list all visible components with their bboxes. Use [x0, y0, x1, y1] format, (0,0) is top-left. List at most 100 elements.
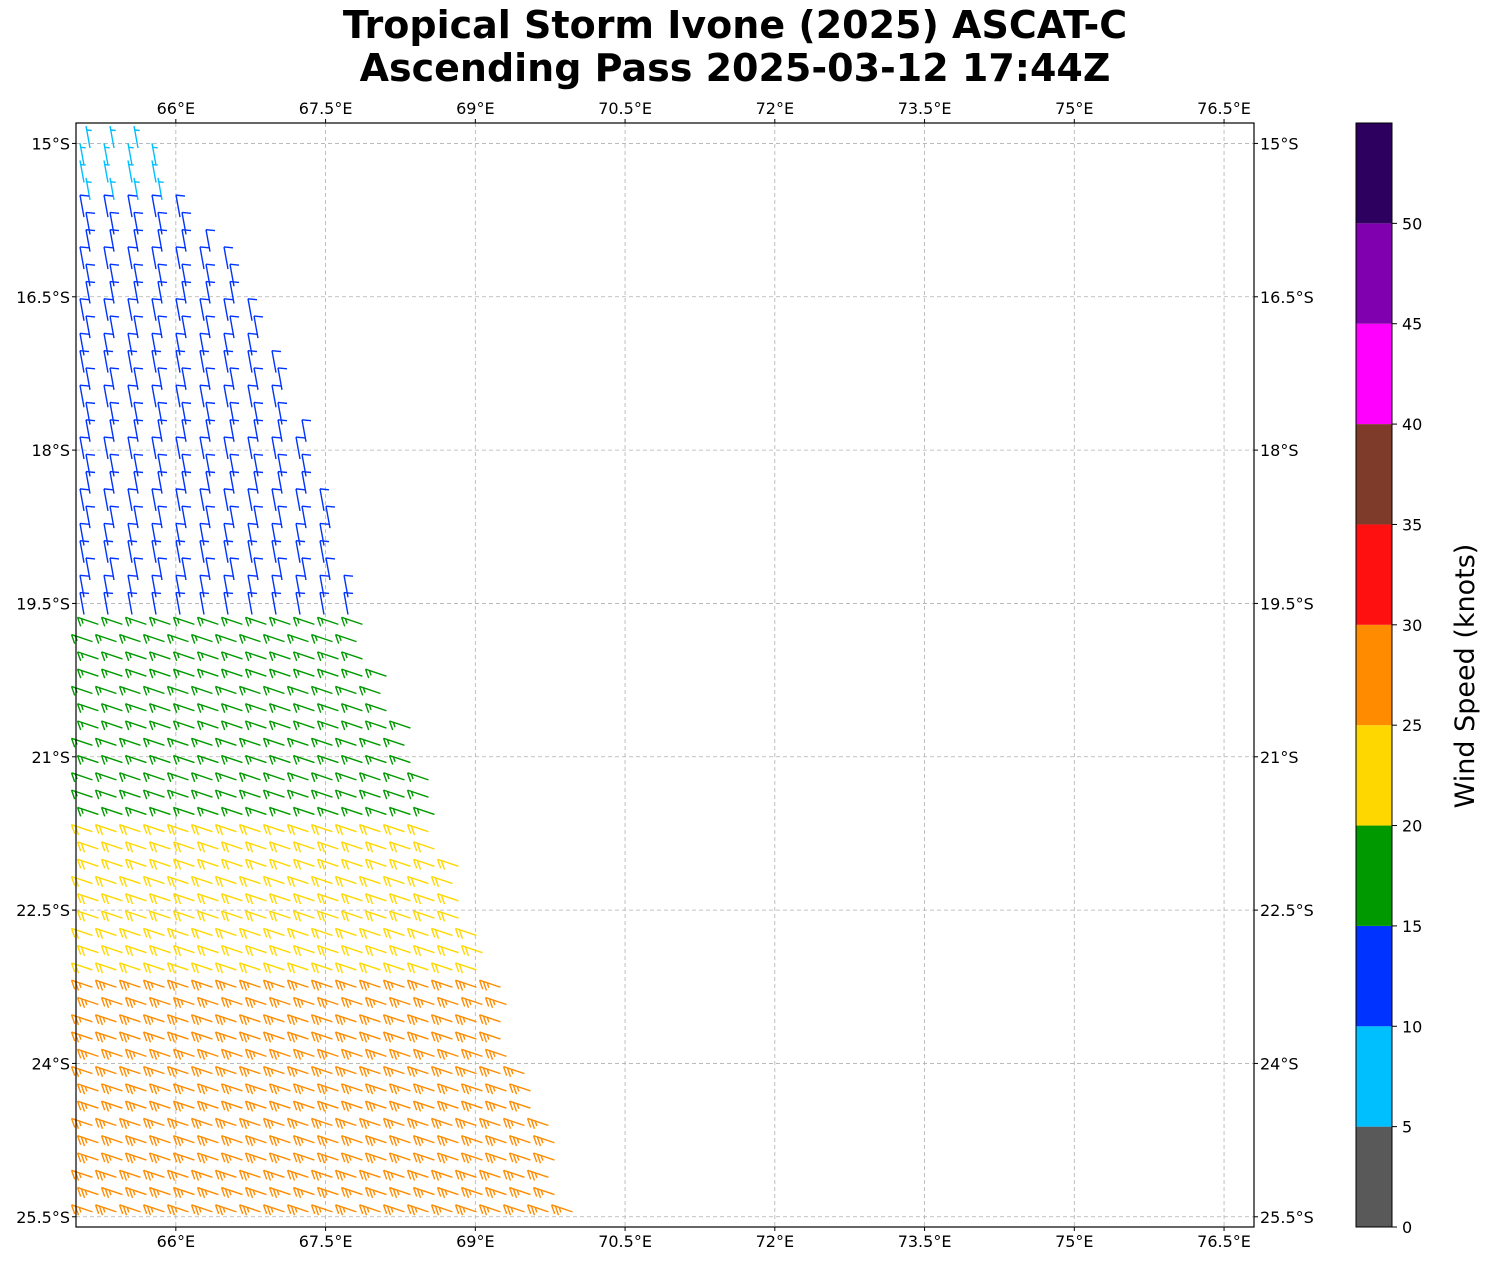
barb-staff: [229, 506, 235, 529]
barb-half-feather: [342, 1207, 346, 1213]
wind-barb: [70, 1031, 93, 1043]
barb-full-feather: [271, 574, 282, 577]
wind-barb: [220, 841, 243, 853]
barb-full-feather: [416, 894, 422, 905]
barb-staff: [317, 651, 339, 660]
colorbar-tick-label: 40: [1402, 415, 1422, 434]
barb-staff: [197, 858, 219, 867]
barb-full-feather: [196, 945, 202, 955]
barb-full-feather: [199, 488, 210, 491]
barb-full-feather: [340, 1100, 346, 1111]
barb-full-feather: [271, 436, 282, 439]
barb-staff: [413, 996, 435, 1006]
barb-full-feather: [271, 522, 282, 526]
barb-full-feather: [454, 928, 460, 938]
barb-half-feather: [516, 1189, 520, 1196]
barb-staff: [133, 402, 139, 425]
barb-full-feather: [98, 1015, 104, 1026]
barb-staff: [119, 875, 141, 885]
barb-staff: [221, 1186, 243, 1196]
barb-staff: [101, 996, 123, 1006]
barb-full-feather: [79, 384, 90, 387]
barb-full-feather: [272, 1050, 278, 1060]
barb-staff: [407, 1117, 429, 1127]
barb-full-feather: [434, 1015, 440, 1026]
barb-full-feather: [502, 1204, 508, 1215]
barb-full-feather: [334, 1204, 340, 1215]
wind-barb: [166, 1169, 189, 1181]
barb-full-feather: [128, 860, 134, 870]
barb-staff: [247, 436, 253, 460]
wind-barb: [166, 1014, 189, 1026]
barb-half-feather: [486, 1120, 490, 1127]
wind-barb: [238, 1169, 261, 1181]
barb-half-feather: [320, 722, 324, 728]
wind-barb: [292, 841, 315, 853]
barb-staff: [157, 471, 163, 494]
wind-barb: [277, 453, 288, 477]
barb-staff: [269, 703, 291, 712]
barb-half-feather: [176, 704, 180, 711]
barb-half-feather: [228, 1051, 232, 1058]
wind-barb: [100, 651, 123, 662]
barb-staff: [503, 1169, 525, 1178]
barb-staff: [109, 212, 115, 235]
barb-full-feather: [223, 522, 234, 526]
barb-full-feather: [434, 929, 440, 939]
barb-staff: [197, 651, 219, 660]
barb-staff: [101, 806, 123, 816]
wind-barb: [103, 574, 114, 598]
barb-full-feather: [436, 997, 442, 1007]
wind-barb: [454, 979, 477, 991]
barb-staff: [253, 315, 259, 339]
wind-barb: [334, 824, 357, 836]
wind-barb: [262, 1065, 285, 1078]
barb-half-feather: [314, 791, 318, 797]
barb-full-feather: [268, 997, 274, 1007]
barb-full-feather: [151, 194, 162, 197]
wind-barb: [157, 280, 168, 304]
barb-full-feather: [334, 686, 340, 696]
barb-staff: [175, 523, 181, 546]
barb-half-feather: [102, 1172, 106, 1179]
wind-barb: [142, 633, 165, 644]
barb-full-feather: [223, 298, 234, 301]
barb-staff: [191, 1169, 213, 1178]
wind-barb: [316, 1186, 339, 1199]
barb-full-feather: [406, 824, 412, 834]
barb-half-feather: [540, 1189, 544, 1196]
barb-staff: [365, 1152, 387, 1161]
barb-staff: [269, 841, 291, 850]
barb-full-feather: [262, 979, 268, 990]
wind-barb: [388, 841, 411, 853]
barb-staff: [311, 633, 333, 643]
barb-full-feather: [176, 1050, 182, 1060]
barb-full-feather: [386, 877, 392, 888]
barb-full-feather: [436, 910, 442, 921]
barb-full-feather: [272, 843, 278, 853]
barb-full-feather: [440, 1084, 446, 1095]
barb-half-feather: [468, 1189, 472, 1196]
barb-staff: [407, 1065, 429, 1075]
wind-barb: [196, 944, 219, 957]
barb-staff: [533, 1135, 555, 1144]
barb-staff: [247, 575, 253, 598]
barb-half-feather: [108, 1051, 112, 1058]
barb-staff: [245, 1152, 267, 1161]
barb-full-feather: [406, 1031, 412, 1042]
barb-staff: [205, 557, 211, 581]
barb-staff: [311, 962, 333, 971]
barb-staff: [199, 575, 205, 598]
wind-barb: [484, 1048, 507, 1060]
lat-tick-label-right: 21°S: [1260, 748, 1299, 767]
wind-barb: [76, 1083, 99, 1095]
barb-full-feather: [176, 998, 182, 1008]
barb-staff: [341, 668, 363, 677]
barb-staff: [407, 875, 429, 885]
barb-staff: [181, 506, 187, 529]
wind-barb: [70, 1169, 93, 1181]
barb-full-feather: [244, 910, 250, 921]
wind-barb: [109, 211, 120, 235]
barb-full-feather: [103, 194, 114, 197]
barb-full-feather: [199, 436, 210, 439]
